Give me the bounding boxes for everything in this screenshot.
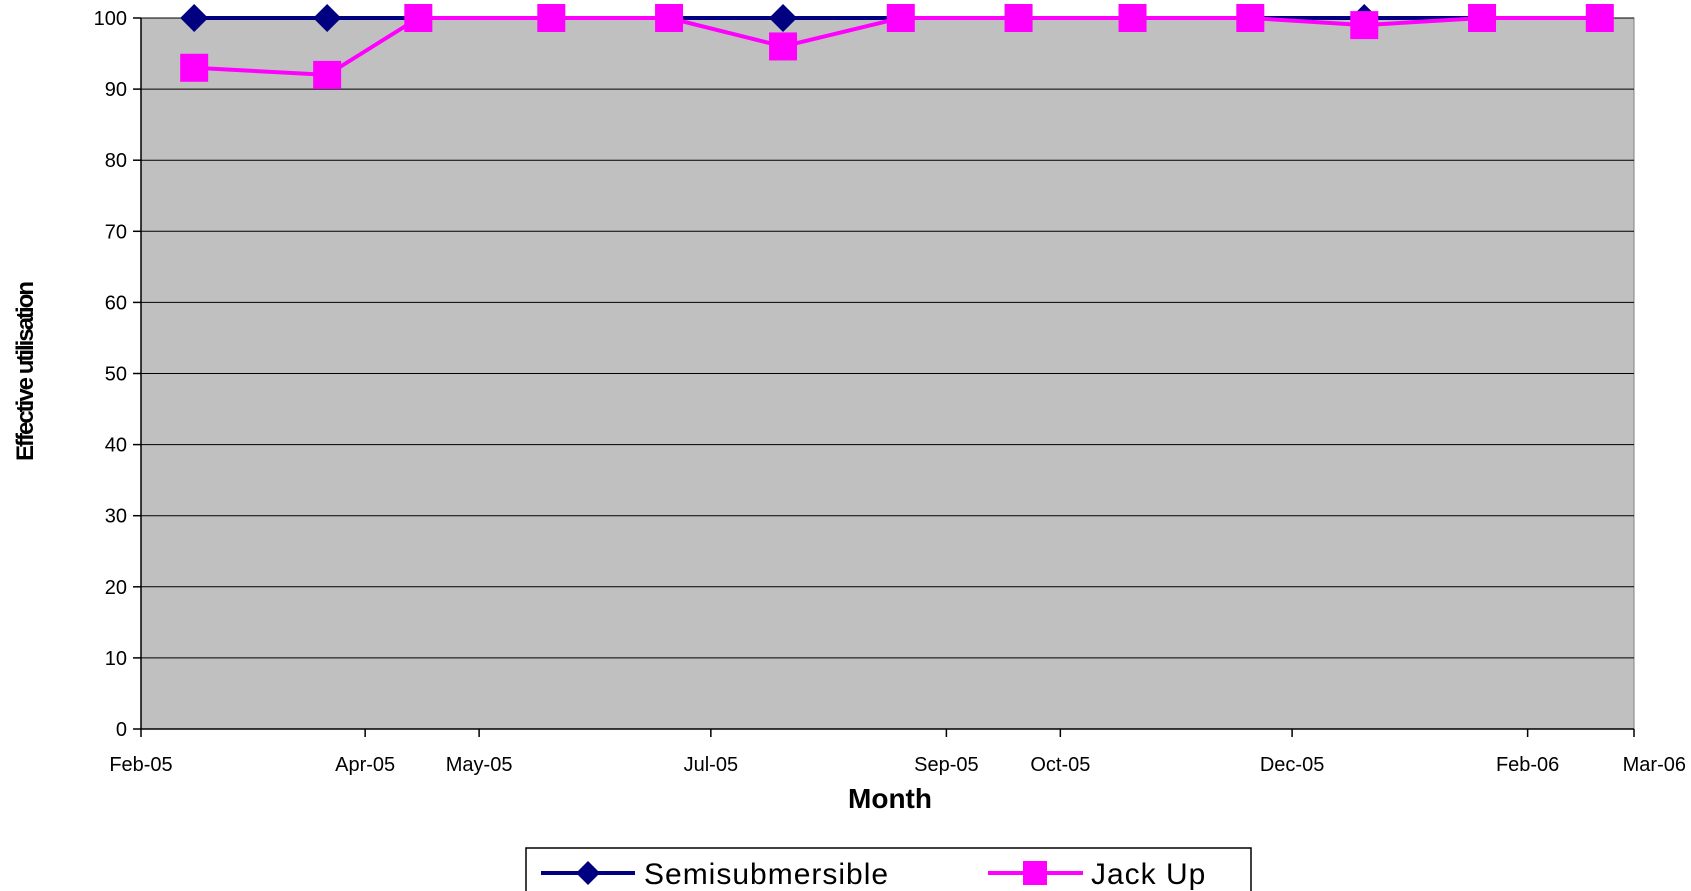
legend: Semisubmersible Jack Up xyxy=(525,847,1252,891)
data-point-jack-up xyxy=(537,4,566,32)
x-tick-label: May-05 xyxy=(446,754,513,776)
x-tick-label: Mar-06 xyxy=(1623,754,1686,776)
y-tick-label: 70 xyxy=(105,221,127,243)
y-tick-label: 40 xyxy=(105,435,127,457)
series-layer xyxy=(180,4,1614,89)
diamond-icon xyxy=(576,861,600,885)
data-point-semisubmersible xyxy=(769,4,798,32)
data-point-jack-up xyxy=(1118,4,1147,32)
data-point-jack-up xyxy=(655,4,684,32)
data-point-jack-up xyxy=(404,4,433,32)
x-tick-label: Feb-06 xyxy=(1496,754,1559,776)
y-axis-title: Effective utilisation xyxy=(12,282,39,461)
data-point-jack-up xyxy=(313,60,342,89)
data-point-jack-up xyxy=(1585,4,1614,32)
y-tick-label: 50 xyxy=(105,364,127,386)
x-tick-label: Dec-05 xyxy=(1260,754,1324,776)
y-axis-ticks: 0 10 20 30 40 50 60 70 80 90 100 xyxy=(94,8,141,741)
x-axis-title: Month xyxy=(848,783,932,814)
x-tick-label: Jul-05 xyxy=(684,754,738,776)
data-point-jack-up xyxy=(1468,4,1497,32)
data-point-jack-up xyxy=(1350,11,1379,40)
y-tick-label: 30 xyxy=(105,506,127,528)
data-point-jack-up xyxy=(180,53,209,82)
data-point-jack-up xyxy=(1236,4,1265,32)
x-tick-label: Apr-05 xyxy=(335,754,395,776)
y-tick-label: 60 xyxy=(105,292,127,314)
data-point-jack-up xyxy=(769,32,798,61)
data-point-semisubmersible xyxy=(313,4,342,32)
x-tick-label: Sep-05 xyxy=(914,754,979,776)
y-tick-label: 90 xyxy=(105,79,127,101)
data-point-jack-up xyxy=(1004,4,1033,32)
data-point-semisubmersible xyxy=(180,4,209,32)
data-point-jack-up xyxy=(886,4,915,32)
y-tick-label: 0 xyxy=(116,719,127,741)
y-tick-label: 100 xyxy=(94,8,127,30)
x-tick-label: Oct-05 xyxy=(1030,754,1090,776)
y-tick-label: 20 xyxy=(105,577,127,599)
series-jack-up xyxy=(180,4,1614,89)
y-tick-label: 80 xyxy=(105,150,127,172)
legend-label-semisubmersible: Semisubmersible xyxy=(644,858,889,891)
x-tick-label: Feb-05 xyxy=(109,754,172,776)
x-axis-ticks: Feb-05 Apr-05 May-05 Jul-05 Sep-05 Oct-05 Dec-… xyxy=(109,729,1686,776)
square-icon xyxy=(1023,861,1047,885)
legend-label-jack-up: Jack Up xyxy=(1091,858,1206,891)
legend-box xyxy=(525,847,1252,891)
y-tick-label: 10 xyxy=(105,648,127,670)
